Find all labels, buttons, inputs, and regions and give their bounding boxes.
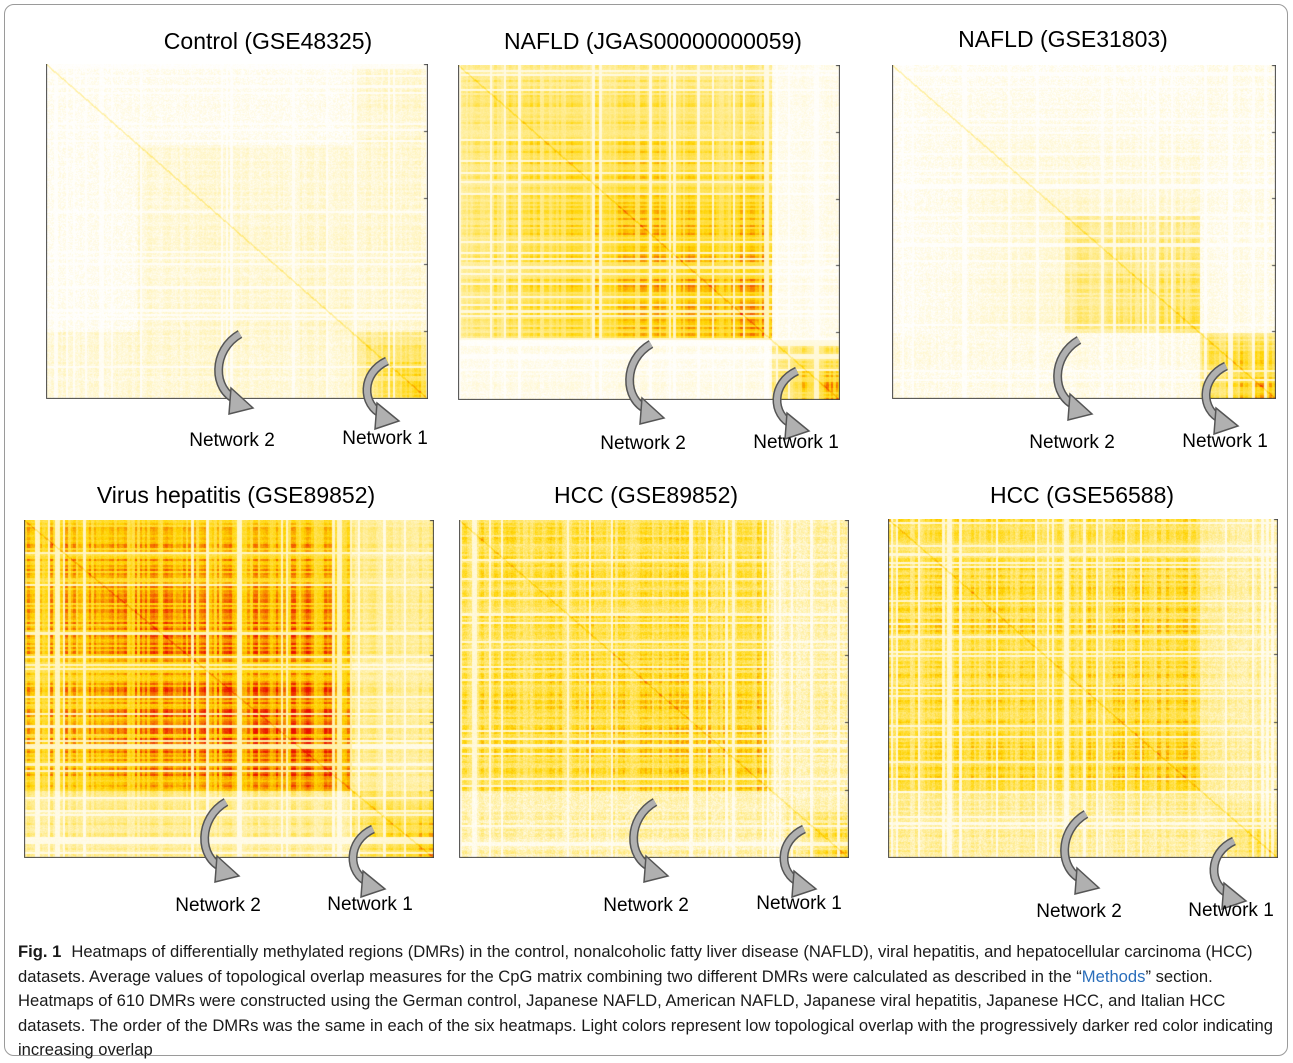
panel-title-hcc-gse89852: HCC (GSE89852) [553, 482, 739, 508]
network-label: Network 1 [327, 894, 413, 915]
curved-arrow-icon [348, 824, 387, 899]
network-label: Network 1 [1182, 431, 1268, 452]
network-label: Network 1 [342, 428, 428, 449]
panel-title-control: Control (GSE48325) [163, 28, 373, 54]
network-label: Network 1 [753, 432, 839, 453]
heatmap-virus-hepatitis [24, 520, 434, 858]
network-label: Network 2 [1036, 901, 1122, 922]
curved-arrow-icon [625, 340, 666, 425]
curved-arrow-icon [214, 330, 255, 415]
curved-arrow-icon [1209, 836, 1248, 911]
curved-arrow-icon [1053, 336, 1094, 421]
network-label: Network 1 [756, 893, 842, 914]
network-label: Network 2 [189, 430, 275, 451]
figure-frame [4, 4, 1288, 1056]
curved-arrow-icon [200, 798, 241, 883]
network-label: Network 1 [1188, 900, 1274, 921]
heatmap-control [46, 64, 428, 399]
curved-arrow-icon [629, 798, 670, 883]
heatmap-nafld-gse31803 [892, 65, 1276, 399]
caption-text: Heatmaps of differentially methylated re… [18, 942, 1253, 986]
caption-text: ” section. Heatmaps of 610 DMRs were con… [18, 966, 1273, 1060]
curved-arrow-icon [1201, 361, 1240, 436]
curved-arrow-icon [772, 366, 811, 441]
figure-label: Fig. 1 [18, 942, 62, 961]
heatmap-hcc-gse56588 [888, 519, 1278, 858]
network-label: Network 2 [175, 895, 261, 916]
curved-arrow-icon [1060, 810, 1101, 895]
panel-title-nafld-jgas: NAFLD (JGAS00000000059) [504, 28, 802, 54]
network-label: Network 2 [603, 895, 689, 916]
figure-caption: Fig. 1 Heatmaps of differentially methyla… [18, 940, 1280, 1063]
methods-link[interactable]: Methods [1081, 966, 1146, 986]
panel-title-nafld-gse31803: NAFLD (GSE31803) [958, 26, 1168, 52]
network-label: Network 2 [1029, 432, 1115, 453]
panel-title-hcc-gse56588: HCC (GSE56588) [989, 482, 1175, 508]
network-label: Network 2 [600, 433, 686, 454]
curved-arrow-icon [362, 356, 401, 431]
curved-arrow-icon [779, 824, 818, 899]
panel-title-virus-hepatitis: Virus hepatitis (GSE89852) [96, 482, 376, 508]
